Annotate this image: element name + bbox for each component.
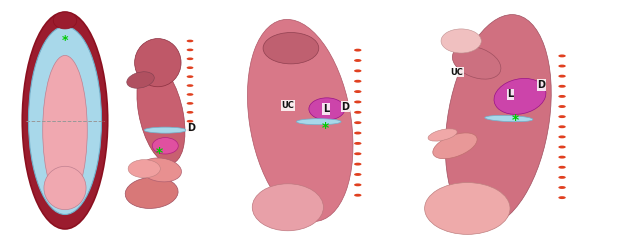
Circle shape <box>354 59 361 62</box>
Ellipse shape <box>309 98 345 120</box>
Circle shape <box>186 49 193 51</box>
Text: *: * <box>321 121 329 135</box>
Circle shape <box>354 121 361 124</box>
Circle shape <box>186 111 193 114</box>
Circle shape <box>186 66 193 69</box>
Circle shape <box>354 142 361 145</box>
Ellipse shape <box>128 160 160 178</box>
Circle shape <box>558 115 566 118</box>
Ellipse shape <box>127 72 154 88</box>
Ellipse shape <box>433 133 477 159</box>
Text: *: * <box>62 34 68 47</box>
Circle shape <box>558 54 566 57</box>
Circle shape <box>558 156 566 159</box>
Text: D: D <box>342 101 349 112</box>
Circle shape <box>558 146 566 148</box>
Ellipse shape <box>485 115 533 122</box>
Ellipse shape <box>22 12 108 229</box>
Ellipse shape <box>53 12 77 29</box>
Circle shape <box>558 65 566 67</box>
Circle shape <box>186 57 193 60</box>
Circle shape <box>186 93 193 96</box>
Text: UC: UC <box>451 68 463 77</box>
Circle shape <box>558 125 566 128</box>
Circle shape <box>558 105 566 108</box>
Text: L: L <box>323 104 329 114</box>
Circle shape <box>558 85 566 88</box>
Circle shape <box>558 196 566 199</box>
Ellipse shape <box>28 27 102 214</box>
Circle shape <box>558 186 566 189</box>
Circle shape <box>354 111 361 114</box>
Ellipse shape <box>152 138 178 154</box>
Circle shape <box>354 132 361 134</box>
Circle shape <box>186 102 193 105</box>
Ellipse shape <box>137 63 185 164</box>
Circle shape <box>354 100 361 103</box>
Text: UC: UC <box>282 101 294 110</box>
Text: *: * <box>511 113 519 127</box>
Ellipse shape <box>297 119 341 125</box>
Circle shape <box>354 49 361 52</box>
Ellipse shape <box>43 55 87 205</box>
Ellipse shape <box>452 46 501 79</box>
Circle shape <box>558 135 566 138</box>
Ellipse shape <box>494 79 546 114</box>
Circle shape <box>558 166 566 169</box>
Circle shape <box>354 80 361 83</box>
Circle shape <box>354 194 361 197</box>
Circle shape <box>186 40 193 42</box>
Text: D: D <box>538 80 545 90</box>
Ellipse shape <box>248 20 353 221</box>
Ellipse shape <box>141 158 181 182</box>
Ellipse shape <box>445 15 552 226</box>
Text: D: D <box>187 123 194 133</box>
Ellipse shape <box>428 129 457 141</box>
Text: *: * <box>156 146 163 160</box>
Ellipse shape <box>125 177 178 208</box>
Circle shape <box>354 163 361 166</box>
Ellipse shape <box>263 33 319 64</box>
Circle shape <box>558 75 566 78</box>
Ellipse shape <box>134 39 181 87</box>
Circle shape <box>354 152 361 155</box>
Circle shape <box>186 120 193 122</box>
Circle shape <box>186 84 193 87</box>
Ellipse shape <box>144 127 186 133</box>
Text: L: L <box>508 89 514 100</box>
Ellipse shape <box>252 184 323 231</box>
Circle shape <box>354 173 361 176</box>
Circle shape <box>186 75 193 78</box>
Circle shape <box>354 90 361 93</box>
Circle shape <box>354 69 361 72</box>
Ellipse shape <box>441 29 482 53</box>
Ellipse shape <box>44 166 86 210</box>
Circle shape <box>186 129 193 132</box>
Circle shape <box>354 183 361 186</box>
Circle shape <box>558 176 566 179</box>
Ellipse shape <box>425 183 510 234</box>
Circle shape <box>558 95 566 98</box>
